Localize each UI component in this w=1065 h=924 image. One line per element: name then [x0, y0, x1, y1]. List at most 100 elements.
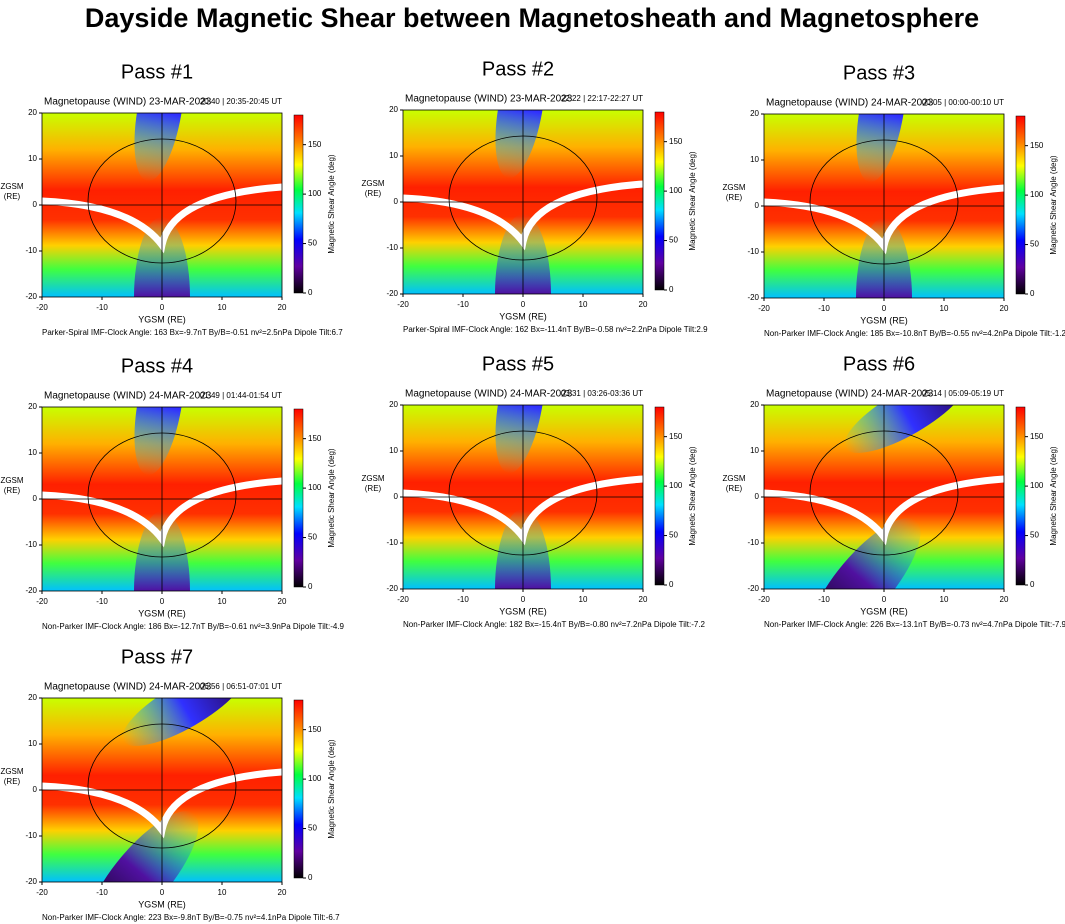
colorbar-tick-label: 0 — [308, 582, 313, 591]
x-tick-label: -10 — [457, 300, 469, 309]
panel: Pass #2 Magnetopause (WIND) 23-MAR-202322… — [361, 58, 708, 334]
x-axis-label: YGSM (RE) — [138, 899, 186, 909]
x-tick-label: 20 — [278, 597, 287, 606]
pass-label: Pass #1 — [121, 61, 193, 83]
x-tick-label: -10 — [96, 303, 108, 312]
y-tick-label: 0 — [755, 201, 760, 210]
colorbar-label: Magnetic Shear Angle (deg) — [327, 154, 336, 254]
x-tick-label: 10 — [940, 304, 949, 313]
y-axis-unit: (RE) — [4, 192, 21, 201]
y-tick-label: 0 — [394, 197, 399, 206]
pass-label: Pass #7 — [121, 646, 193, 668]
colorbar-tick-label: 150 — [669, 432, 683, 441]
colorbar-tick-label: 50 — [1030, 240, 1039, 249]
x-tick-label: 10 — [218, 888, 227, 897]
y-tick-label: -20 — [386, 289, 398, 298]
y-tick-label: -20 — [25, 292, 37, 301]
colorbar-tick-label: 100 — [308, 189, 322, 198]
plot-time: 03:31 | 03:26-03:36 UT — [561, 389, 643, 398]
y-axis-label: ZGSM — [0, 767, 23, 776]
colorbar-tick-label: 0 — [1030, 580, 1035, 589]
plot-footer: Parker-Spiral IMF-Clock Angle: 163 Bx=-9… — [42, 328, 343, 337]
x-tick-label: -20 — [36, 888, 48, 897]
y-tick-label: -10 — [747, 538, 759, 547]
y-tick-label: 0 — [755, 492, 760, 501]
pass-label: Pass #5 — [482, 353, 554, 375]
shear-wedge-bottom — [86, 811, 199, 882]
x-tick-label: 0 — [160, 303, 165, 312]
y-tick-label: 20 — [28, 402, 37, 411]
plot-time: 05:14 | 05:09-05:19 UT — [922, 389, 1004, 398]
colorbar-tick-label: 50 — [308, 239, 317, 248]
plot-footer: Non-Parker IMF-Clock Angle: 182 Bx=-15.4… — [403, 620, 706, 629]
pass-label: Pass #2 — [482, 58, 554, 80]
y-tick-label: 20 — [389, 105, 398, 114]
y-tick-label: 0 — [33, 200, 38, 209]
plot-area — [403, 405, 643, 589]
colorbar — [654, 111, 665, 291]
y-tick-label: -10 — [386, 538, 398, 547]
y-tick-label: -10 — [25, 831, 37, 840]
colorbar-tick-label: 50 — [669, 236, 678, 245]
colorbar-tick-label: 100 — [669, 481, 683, 490]
colorbar-tick-label: 100 — [308, 774, 322, 783]
pass-label: Pass #3 — [843, 62, 915, 84]
pass-label: Pass #4 — [121, 355, 193, 377]
plot-footer: Parker-Spiral IMF-Clock Angle: 162 Bx=-1… — [403, 325, 708, 334]
colorbar — [1015, 406, 1026, 586]
y-tick-label: -20 — [386, 584, 398, 593]
plot-time: 01:49 | 01:44-01:54 UT — [200, 391, 282, 400]
y-tick-label: 10 — [750, 155, 759, 164]
y-tick-label: 0 — [33, 494, 38, 503]
colorbar-label: Magnetic Shear Angle (deg) — [327, 739, 336, 839]
shear-wedge-top — [495, 405, 546, 474]
x-tick-label: 20 — [1000, 595, 1009, 604]
y-tick-label: -20 — [25, 877, 37, 886]
plot-footer: Non-Parker IMF-Clock Angle: 185 Bx=-10.8… — [764, 329, 1065, 338]
y-tick-label: -10 — [25, 540, 37, 549]
colorbar-tick-label: 100 — [1030, 190, 1044, 199]
x-tick-label: 10 — [579, 595, 588, 604]
x-tick-label: 0 — [882, 595, 887, 604]
x-tick-label: 20 — [278, 888, 287, 897]
y-axis-label: ZGSM — [722, 474, 745, 483]
x-tick-label: 20 — [639, 300, 648, 309]
plot-area — [42, 113, 282, 297]
y-tick-label: 10 — [389, 151, 398, 160]
y-tick-label: -20 — [747, 584, 759, 593]
plot-time: 20:40 | 20:35-20:45 UT — [200, 97, 282, 106]
y-axis-unit: (RE) — [4, 777, 21, 786]
plot-footer: Non-Parker IMF-Clock Angle: 186 Bx=-12.7… — [42, 622, 345, 631]
plot-area — [764, 114, 1004, 298]
shear-wedge-top — [856, 114, 907, 183]
x-tick-label: -10 — [96, 888, 108, 897]
plot-time: 00:05 | 00:00-00:10 UT — [922, 98, 1004, 107]
colorbar — [654, 406, 665, 586]
x-tick-label: -20 — [758, 304, 770, 313]
x-tick-label: -20 — [397, 595, 409, 604]
x-tick-label: 0 — [521, 300, 526, 309]
x-axis-label: YGSM (RE) — [138, 314, 186, 324]
x-tick-label: 0 — [160, 597, 165, 606]
colorbar-tick-label: 50 — [669, 531, 678, 540]
x-tick-label: -10 — [818, 595, 830, 604]
x-axis-label: YGSM (RE) — [138, 608, 186, 618]
y-tick-label: 20 — [28, 693, 37, 702]
colorbar-label: Magnetic Shear Angle (deg) — [688, 151, 697, 251]
y-axis-unit: (RE) — [726, 193, 743, 202]
plot-area — [764, 405, 1004, 589]
y-tick-label: -10 — [25, 246, 37, 255]
colorbar-tick-label: 0 — [1030, 289, 1035, 298]
x-tick-label: -20 — [397, 300, 409, 309]
colorbar-tick-label: 0 — [669, 285, 674, 294]
x-tick-label: 10 — [940, 595, 949, 604]
y-axis-label: ZGSM — [0, 476, 23, 485]
pass-label: Pass #6 — [843, 353, 915, 375]
x-tick-label: -20 — [36, 597, 48, 606]
y-axis-label: ZGSM — [361, 179, 384, 188]
y-tick-label: -10 — [386, 243, 398, 252]
x-tick-label: -20 — [758, 595, 770, 604]
